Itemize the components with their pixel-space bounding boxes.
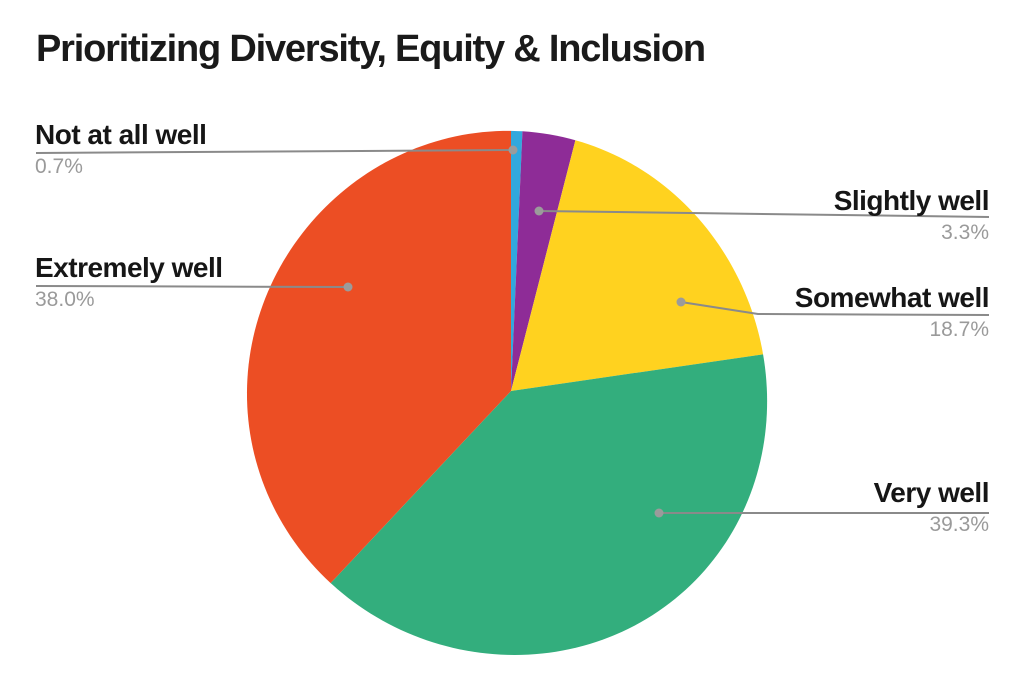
slice-percent-slightly-well: 3.3%: [941, 221, 989, 244]
slice-callout-slightly-well: Slightly well 3.3%: [833, 184, 990, 245]
leader-line-slightly-well: [538, 210, 990, 218]
slice-callout-somewhat-well: Somewhat well 18.7%: [794, 281, 990, 342]
slice-label-very-well: Very well: [873, 477, 990, 508]
slice-callout-very-well: Very well 39.3%: [873, 476, 990, 537]
slice-label-extremely-well: Extremely well: [35, 252, 223, 283]
leader-dot-extremely-well: [343, 282, 353, 292]
leader-line-extremely-well: [35, 285, 349, 288]
leader-dot-somewhat-well: [676, 297, 686, 307]
slice-callout-not-at-all-well: Not at all well 0.7%: [35, 118, 207, 179]
leader-dot-not-at-all-well: [508, 145, 518, 155]
leader-line-not-at-all-well: [35, 149, 514, 154]
slice-percent-extremely-well: 38.0%: [35, 288, 95, 311]
slice-percent-very-well: 39.3%: [929, 513, 989, 536]
slice-label-somewhat-well: Somewhat well: [794, 282, 990, 313]
pie-slice-very-well: [330, 354, 768, 655]
pie-slice-extremely-well: [246, 130, 512, 584]
slice-label-not-at-all-well: Not at all well: [35, 119, 207, 150]
slice-callout-extremely-well: Extremely well 38.0%: [35, 251, 223, 312]
leader-dot-slightly-well: [534, 206, 544, 216]
leader-dot-very-well: [654, 508, 664, 518]
slice-percent-not-at-all-well: 0.7%: [35, 155, 83, 178]
leader-line-somewhat-well: [680, 301, 990, 316]
slice-label-slightly-well: Slightly well: [833, 185, 990, 216]
slice-percent-somewhat-well: 18.7%: [929, 318, 989, 341]
pie-slice-slightly-well: [511, 131, 576, 392]
chart-title: Prioritizing Diversity, Equity & Inclusi…: [36, 28, 706, 70]
pie-slice-somewhat-well: [511, 140, 764, 391]
pie-slice-not-at-all-well: [511, 130, 523, 391]
